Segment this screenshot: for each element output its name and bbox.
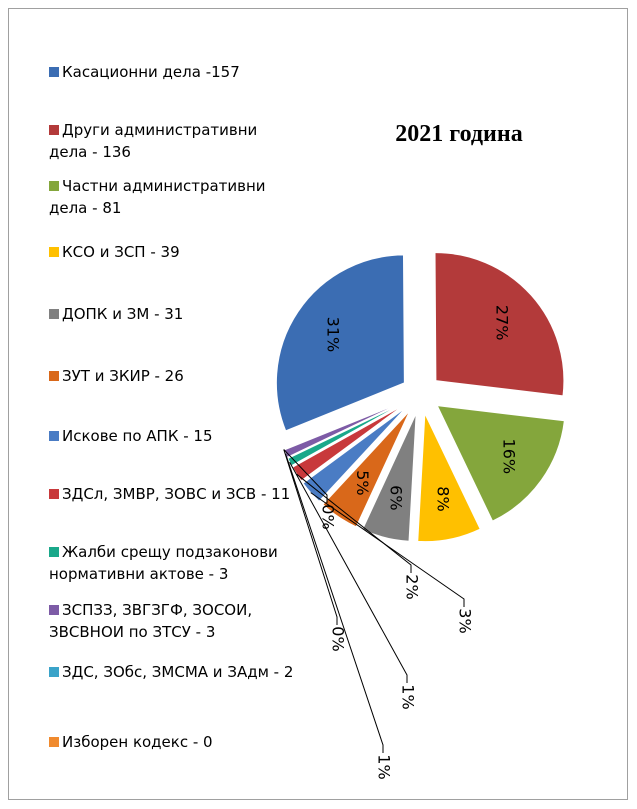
chart-title: 2021 година — [395, 121, 523, 147]
legend-label: Изборен кодекс - 0 — [62, 733, 213, 751]
legend-item: ДОПК и ЗМ - 31 — [49, 303, 299, 325]
legend-item: Частни административни дела - 81 — [49, 175, 299, 219]
legend-label: КСО и ЗСП - 39 — [62, 243, 180, 261]
legend-item: ЗДС, ЗОбс, ЗМСМА и ЗАдм - 2 — [49, 661, 299, 683]
legend-label: Жалби срещу подзаконови нормативни актов… — [49, 543, 278, 583]
legend-item: Касационни дела -157 — [49, 61, 299, 83]
data-label: 27% — [492, 305, 511, 341]
pie-slice — [322, 410, 411, 528]
data-label: 1% — [399, 684, 418, 709]
legend-label: ЗДСл, ЗМВР, ЗОВС и ЗСВ - 11 — [62, 485, 291, 503]
data-label: 6% — [387, 485, 406, 510]
legend-swatch — [49, 547, 59, 557]
data-label: 16% — [500, 439, 519, 475]
data-label: 3% — [456, 608, 475, 633]
pie-slice — [434, 252, 565, 397]
legend-swatch — [49, 667, 59, 677]
legend-label: ЗДС, ЗОбс, ЗМСМА и ЗАдм - 2 — [62, 663, 294, 681]
data-label: 2% — [403, 574, 422, 599]
legend-item: Изборен кодекс - 0 — [49, 731, 299, 753]
legend-item: КСО и ЗСП - 39 — [49, 241, 299, 263]
pie-slice — [436, 405, 565, 522]
legend-label: Други административни дела - 136 — [49, 121, 258, 161]
chart: 2021 година Касационни дела -157 Други ад… — [8, 8, 628, 800]
data-label: 0% — [319, 504, 338, 529]
legend-item: ЗУТ и ЗКИР - 26 — [49, 365, 299, 387]
leader-line — [296, 473, 412, 573]
legend-swatch — [49, 489, 59, 499]
legend-label: ЗУТ и ЗКИР - 26 — [62, 367, 184, 385]
data-label: 31% — [324, 317, 343, 353]
pie-slice — [275, 254, 405, 432]
leader-line — [283, 449, 328, 503]
leader-line — [285, 453, 384, 753]
pie: 31% 27% 16% 8% 6% 5% 3% 2% 1% 1% 0% 0% — [275, 252, 565, 780]
legend-label: Касационни дела -157 — [62, 63, 240, 81]
pie-slice — [361, 413, 417, 542]
data-label: 8% — [433, 486, 452, 511]
data-label: 0% — [329, 626, 348, 651]
legend-swatch — [49, 247, 59, 257]
legend-item: Други административни дела - 136 — [49, 119, 299, 163]
data-label: 1% — [375, 754, 394, 779]
legend-swatch — [49, 431, 59, 441]
leader-line — [310, 492, 465, 607]
pie-slice — [417, 413, 481, 543]
legend-item: ЗСПЗЗ, ЗВГЗГФ, ЗОСОИ, ЗВСВНОИ по ЗТСУ - … — [49, 599, 299, 643]
legend-swatch — [49, 181, 59, 191]
legend-label: Частни административни дела - 81 — [49, 177, 266, 217]
leader-line — [289, 461, 408, 683]
legend-swatch — [49, 605, 59, 615]
legend-item: Жалби срещу подзаконови нормативни актов… — [49, 541, 299, 585]
legend-swatch — [49, 309, 59, 319]
legend-item: Искове по АПК - 15 — [49, 425, 299, 447]
legend-swatch — [49, 737, 59, 747]
legend-swatch — [49, 125, 59, 135]
data-label: 5% — [353, 470, 372, 495]
legend-swatch — [49, 67, 59, 77]
legend-label: Искове по АПК - 15 — [62, 427, 213, 445]
legend-swatch — [49, 371, 59, 381]
legend-label: ДОПК и ЗМ - 31 — [62, 305, 184, 323]
legend-label: ЗСПЗЗ, ЗВГЗГФ, ЗОСОИ, ЗВСВНОИ по ЗТСУ - … — [49, 601, 253, 641]
pie-slice — [302, 406, 407, 502]
leader-line — [283, 449, 338, 625]
legend-item: ЗДСл, ЗМВР, ЗОВС и ЗСВ - 11 — [49, 483, 299, 505]
